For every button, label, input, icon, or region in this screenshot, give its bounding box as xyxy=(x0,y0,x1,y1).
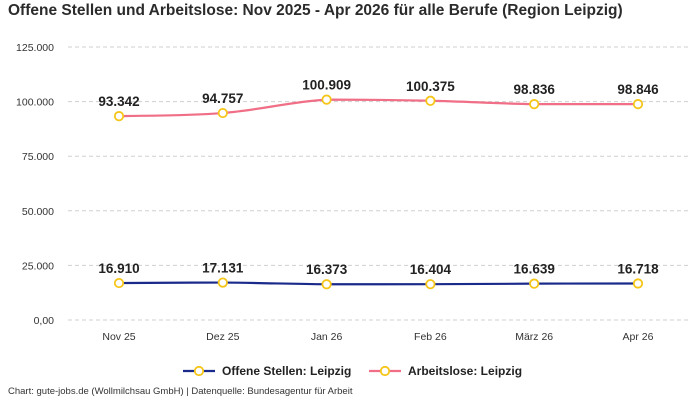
y-tick-label: 125.000 xyxy=(16,42,54,54)
data-label: 16.639 xyxy=(514,262,555,277)
x-tick-label: Nov 25 xyxy=(102,331,135,343)
y-tick-label: 50.000 xyxy=(22,206,54,218)
data-label: 100.375 xyxy=(406,79,455,94)
data-label: 98.846 xyxy=(617,82,659,97)
y-tick-label: 100.000 xyxy=(16,97,54,109)
data-point xyxy=(217,107,228,119)
data-point xyxy=(113,111,125,122)
x-tick-label: Jan 26 xyxy=(311,331,343,343)
data-label: 16.404 xyxy=(410,262,452,277)
series-line-offene-stellen xyxy=(118,281,639,286)
data-label: 100.909 xyxy=(302,78,351,93)
x-tick-label: Feb 26 xyxy=(414,331,447,343)
data-point xyxy=(321,94,332,105)
data-point xyxy=(113,277,125,289)
y-tick-label: 0,00 xyxy=(34,315,55,327)
legend-offene-stellen-marker xyxy=(193,365,205,377)
data-point xyxy=(217,277,228,288)
data-label: 16.910 xyxy=(98,261,139,276)
data-point xyxy=(632,278,644,289)
x-tick-label: Dez 25 xyxy=(206,331,239,343)
y-tick-label: 75.000 xyxy=(22,151,54,163)
x-tick-label: März 26 xyxy=(515,331,553,343)
y-tick-label: 25.000 xyxy=(22,260,54,272)
data-point xyxy=(529,278,540,289)
legend-arbeitslose-marker xyxy=(379,365,391,377)
legend-offene-stellen-label: Offene Stellen: Leipzig xyxy=(222,364,351,378)
data-label: 16.718 xyxy=(617,261,659,276)
data-point xyxy=(529,99,540,110)
chart-title: Offene Stellen und Arbeitslose: Nov 2025… xyxy=(8,2,623,19)
data-label: 17.131 xyxy=(202,261,244,276)
legend-arbeitslose-label: Arbeitslose: Leipzig xyxy=(408,364,522,378)
data-label: 98.836 xyxy=(514,82,556,97)
data-point xyxy=(632,99,644,110)
data-point xyxy=(425,279,436,290)
data-label: 16.373 xyxy=(306,262,348,277)
series-line-arbeitslose xyxy=(118,98,639,118)
x-tick-label: Apr 26 xyxy=(623,331,654,343)
data-point xyxy=(425,95,436,106)
data-label: 94.757 xyxy=(202,91,243,106)
data-label: 93.342 xyxy=(98,94,139,109)
data-point xyxy=(321,279,332,290)
chart-footer: Chart: gute-jobs.de (Wollmilchsau GmbH) … xyxy=(8,386,353,397)
